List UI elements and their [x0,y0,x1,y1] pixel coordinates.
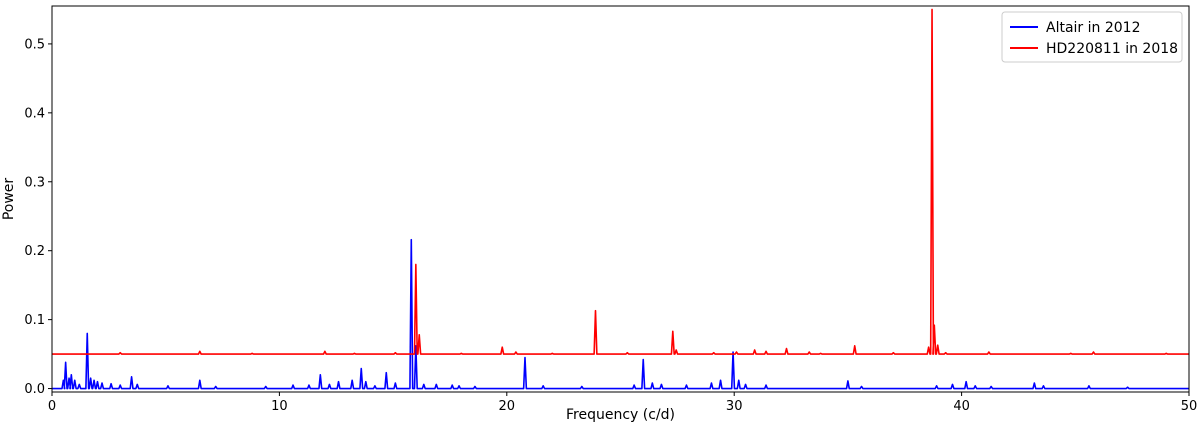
series-layer [52,8,1189,390]
legend-label-0: Altair in 2012 [1046,20,1140,36]
series-line-1 [52,8,1189,355]
x-tick-label: 10 [271,399,288,414]
series-line-0 [52,238,1189,390]
plot-frame [51,5,1190,393]
legend: Altair in 2012 HD220811 in 2018 [1001,11,1183,63]
x-tick-label: 50 [1181,399,1198,414]
y-tick-label: 0.5 [24,37,45,52]
y-tick-label: 0.4 [24,106,45,121]
y-tick-label: 0.2 [24,244,45,259]
y-axis-label: Power [1,178,17,221]
y-tick-label: 0.0 [24,382,45,397]
y-tick-label: 0.1 [24,313,45,328]
x-tick-label: 20 [499,399,516,414]
x-tick-label: 0 [48,399,56,414]
x-axis-label: Frequency (c/d) [566,407,675,423]
x-tick-label: 40 [953,399,970,414]
y-tick-label: 0.3 [24,175,45,190]
legend-box [1001,11,1183,63]
axes-layer: 0 10 20 30 40 50 0.0 0.1 0.2 0.3 0.4 0.5 Frequency (… [1,5,1198,423]
x-tick-label: 30 [726,399,743,414]
legend-label-1: HD220811 in 2018 [1046,41,1178,57]
